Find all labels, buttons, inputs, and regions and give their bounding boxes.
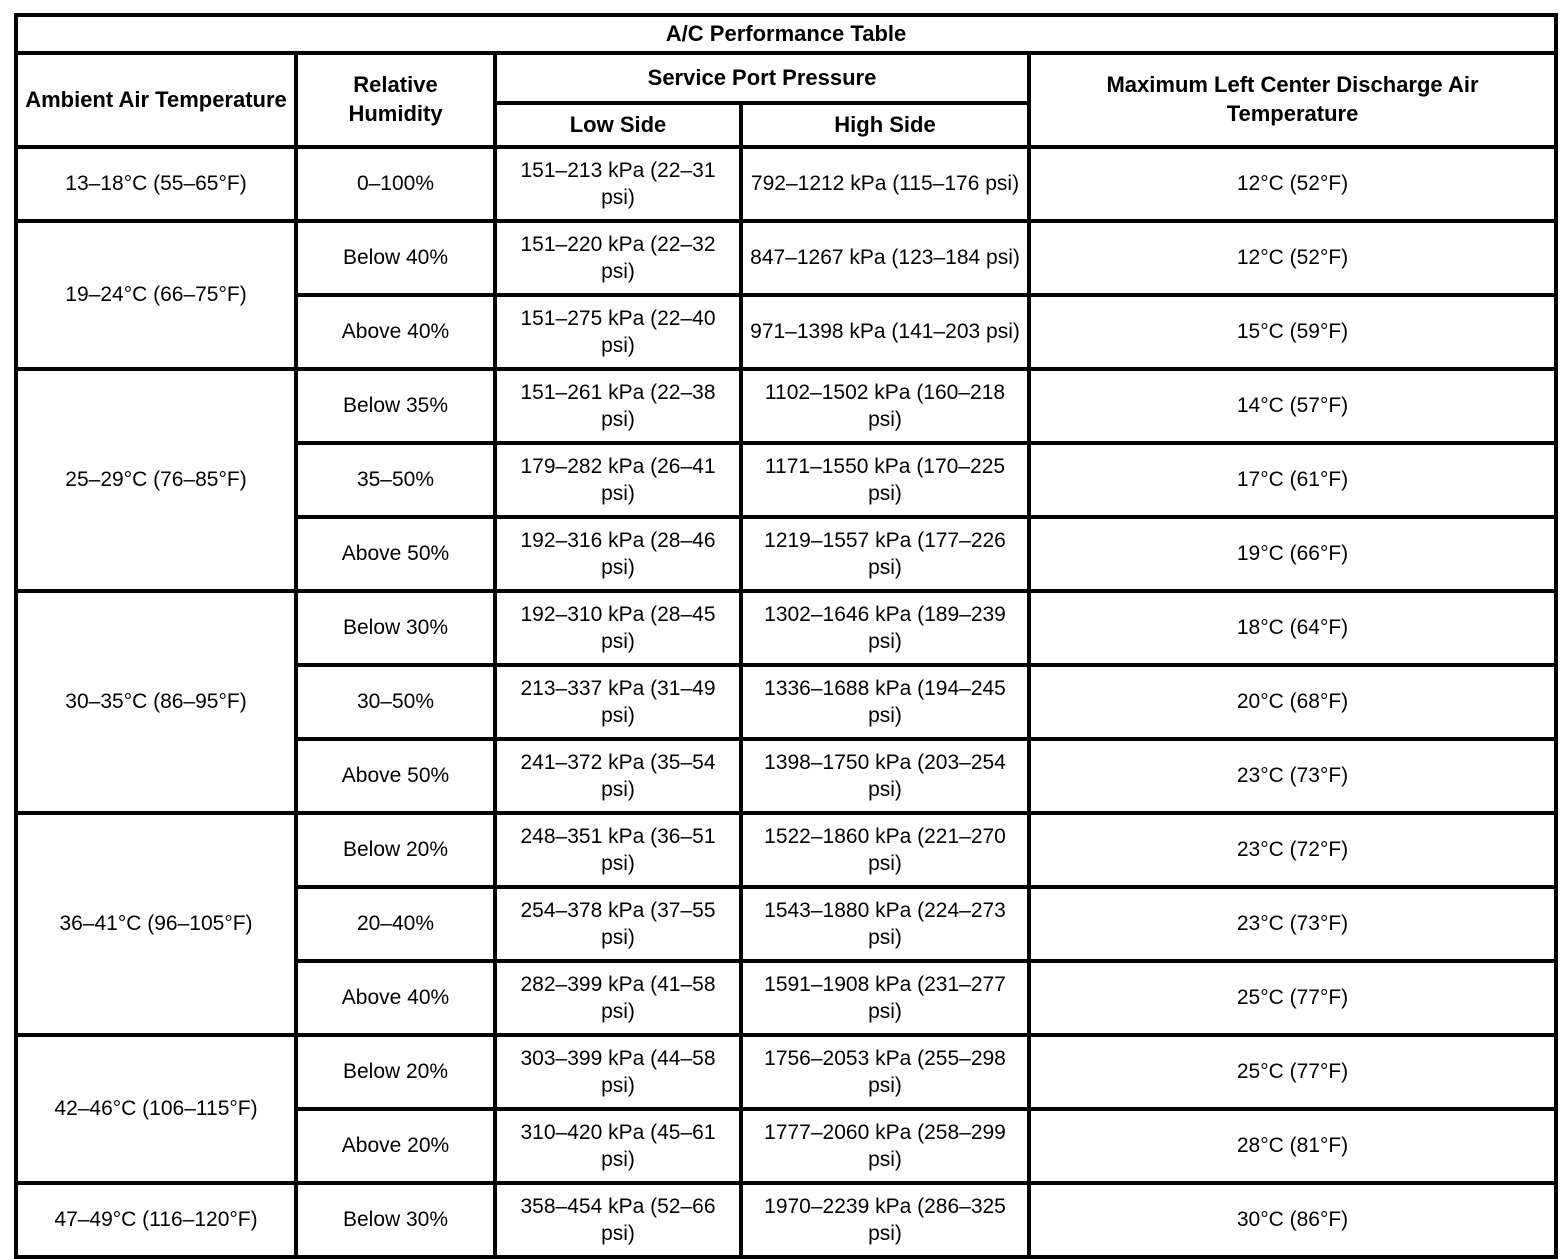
low-side-pressure-cell: 179–282 kPa (26–41 psi) <box>493 441 743 519</box>
low-side-pressure-cell: 192–316 kPa (28–46 psi) <box>493 515 743 593</box>
high-side-pressure-cell: 1970–2239 kPa (286–325 psi) <box>739 1181 1031 1259</box>
col-header-relative-humidity: Relative Humidity <box>294 51 497 149</box>
high-side-pressure-cell: 1336–1688 kPa (194–245 psi) <box>739 663 1031 741</box>
discharge-temp-cell: 18°C (64°F) <box>1026 589 1559 667</box>
table-row: 25–29°C (76–85°F) Below 35% 151–261 kPa (2… <box>14 367 1559 593</box>
discharge-temp-cell: 25°C (77°F) <box>1026 1033 1559 1111</box>
low-side-pressure-cell: 241–372 kPa (35–54 psi) <box>493 737 743 815</box>
ambient-temp-cell: 25–29°C (76–85°F) <box>14 367 298 593</box>
relative-humidity-cell: Below 30% <box>294 1181 497 1259</box>
col-header-max-discharge-air-temperature: Maximum Left Center Discharge Air Temper… <box>1026 51 1559 149</box>
table-body: 13–18°C (55–65°F) 0–100% 151–213 kPa (22–3… <box>14 145 1559 1259</box>
header-row-1: Ambient Air Temperature Relative Humidit… <box>14 51 1559 149</box>
table-row: 30–50% 213–337 kPa (31–49 psi) 1336–1688 k… <box>16 663 1559 741</box>
table-row: Above 40% 282–399 kPa (41–58 psi) 1591–190… <box>16 959 1559 1037</box>
discharge-temp-cell: 23°C (73°F) <box>1026 885 1559 963</box>
ambient-temp-cell: 19–24°C (66–75°F) <box>14 219 298 371</box>
title-row: A/C Performance Table <box>13 13 1559 55</box>
high-side-pressure-cell: 847–1267 kPa (123–184 psi) <box>739 219 1031 297</box>
high-side-pressure-cell: 1171–1550 kPa (170–225 psi) <box>739 441 1031 519</box>
table-row: Above 50% 241–372 kPa (35–54 psi) 1398–175… <box>16 737 1559 815</box>
document-page: A/C Performance Table Ambient Air Temper… <box>13 13 1559 1259</box>
table-row: 13–18°C (55–65°F) 0–100% 151–213 kPa (22–3… <box>14 145 1559 223</box>
low-side-pressure-cell: 151–275 kPa (22–40 psi) <box>493 293 743 371</box>
discharge-temp-cell: 12°C (52°F) <box>1026 145 1559 223</box>
relative-humidity-cell: Above 50% <box>294 515 497 593</box>
low-side-pressure-cell: 310–420 kPa (45–61 psi) <box>493 1107 743 1185</box>
relative-humidity-cell: Above 40% <box>294 959 497 1037</box>
table-row: 35–50% 179–282 kPa (26–41 psi) 1171–1550 k… <box>16 441 1559 519</box>
ambient-temp-cell: 47–49°C (116–120°F) <box>14 1181 298 1259</box>
relative-humidity-cell: Below 20% <box>294 1033 497 1111</box>
discharge-temp-cell: 12°C (52°F) <box>1026 219 1559 297</box>
relative-humidity-cell: Above 50% <box>294 737 497 815</box>
relative-humidity-cell: 0–100% <box>294 145 497 223</box>
low-side-pressure-cell: 303–399 kPa (44–58 psi) <box>493 1033 743 1111</box>
ambient-temp-cell: 36–41°C (96–105°F) <box>14 811 298 1037</box>
high-side-pressure-cell: 971–1398 kPa (141–203 psi) <box>739 293 1031 371</box>
relative-humidity-cell: Below 35% <box>294 367 497 445</box>
low-side-pressure-cell: 254–378 kPa (37–55 psi) <box>493 885 743 963</box>
low-side-pressure-cell: 192–310 kPa (28–45 psi) <box>493 589 743 667</box>
low-side-pressure-cell: 213–337 kPa (31–49 psi) <box>493 663 743 741</box>
table-row: 19–24°C (66–75°F) Below 40% 151–220 kPa (2… <box>14 219 1559 371</box>
table-row: 42–46°C (106–115°F) Below 20% 303–399 kPa … <box>14 1033 1559 1185</box>
high-side-pressure-cell: 1543–1880 kPa (224–273 psi) <box>739 885 1031 963</box>
relative-humidity-cell: Below 40% <box>294 219 497 297</box>
discharge-temp-cell: 15°C (59°F) <box>1026 293 1559 371</box>
high-side-pressure-cell: 1756–2053 kPa (255–298 psi) <box>739 1033 1031 1111</box>
high-side-pressure-cell: 1522–1860 kPa (221–270 psi) <box>739 811 1031 889</box>
col-header-low-side: Low Side <box>493 101 743 149</box>
relative-humidity-cell: 20–40% <box>294 885 497 963</box>
low-side-pressure-cell: 282–399 kPa (41–58 psi) <box>493 959 743 1037</box>
discharge-temp-cell: 28°C (81°F) <box>1026 1107 1559 1185</box>
relative-humidity-cell: 30–50% <box>294 663 497 741</box>
high-side-pressure-cell: 1302–1646 kPa (189–239 psi) <box>739 589 1031 667</box>
ambient-temp-cell: 42–46°C (106–115°F) <box>14 1033 298 1185</box>
discharge-temp-cell: 14°C (57°F) <box>1026 367 1559 445</box>
col-header-ambient-air-temperature: Ambient Air Temperature <box>14 51 298 149</box>
relative-humidity-cell: Below 20% <box>294 811 497 889</box>
table-row: Above 50% 192–316 kPa (28–46 psi) 1219–155… <box>16 515 1559 593</box>
relative-humidity-cell: Above 40% <box>294 293 497 371</box>
low-side-pressure-cell: 151–213 kPa (22–31 psi) <box>493 145 743 223</box>
table-row: 36–41°C (96–105°F) Below 20% 248–351 kPa (… <box>14 811 1559 1037</box>
relative-humidity-cell: Below 30% <box>294 589 497 667</box>
high-side-pressure-cell: 1102–1502 kPa (160–218 psi) <box>739 367 1031 445</box>
ac-performance-table: A/C Performance Table Ambient Air Temper… <box>13 13 1559 1259</box>
discharge-temp-cell: 23°C (72°F) <box>1026 811 1559 889</box>
low-side-pressure-cell: 248–351 kPa (36–51 psi) <box>493 811 743 889</box>
high-side-pressure-cell: 1219–1557 kPa (177–226 psi) <box>739 515 1031 593</box>
low-side-pressure-cell: 358–454 kPa (52–66 psi) <box>493 1181 743 1259</box>
discharge-temp-cell: 23°C (73°F) <box>1026 737 1559 815</box>
low-side-pressure-cell: 151–220 kPa (22–32 psi) <box>493 219 743 297</box>
table-row: Above 20% 310–420 kPa (45–61 psi) 1777–206… <box>16 1107 1559 1185</box>
header-row-2: Low Side High Side <box>16 101 1556 149</box>
high-side-pressure-cell: 1591–1908 kPa (231–277 psi) <box>739 959 1031 1037</box>
high-side-pressure-cell: 1777–2060 kPa (258–299 psi) <box>739 1107 1031 1185</box>
discharge-temp-cell: 30°C (86°F) <box>1026 1181 1559 1259</box>
discharge-temp-cell: 20°C (68°F) <box>1026 663 1559 741</box>
col-header-service-port-pressure: Service Port Pressure <box>493 51 1031 105</box>
relative-humidity-cell: 35–50% <box>294 441 497 519</box>
discharge-temp-cell: 17°C (61°F) <box>1026 441 1559 519</box>
discharge-temp-cell: 19°C (66°F) <box>1026 515 1559 593</box>
discharge-temp-cell: 25°C (77°F) <box>1026 959 1559 1037</box>
high-side-pressure-cell: 1398–1750 kPa (203–254 psi) <box>739 737 1031 815</box>
relative-humidity-cell: Above 20% <box>294 1107 497 1185</box>
table-row: 20–40% 254–378 kPa (37–55 psi) 1543–1880 k… <box>16 885 1559 963</box>
high-side-pressure-cell: 792–1212 kPa (115–176 psi) <box>739 145 1031 223</box>
col-header-high-side: High Side <box>739 101 1031 149</box>
low-side-pressure-cell: 151–261 kPa (22–38 psi) <box>493 367 743 445</box>
table-title: A/C Performance Table <box>13 13 1559 55</box>
ambient-temp-cell: 13–18°C (55–65°F) <box>14 145 298 223</box>
table-row: 30–35°C (86–95°F) Below 30% 192–310 kPa (2… <box>14 589 1559 815</box>
table-row: 47–49°C (116–120°F) Below 30% 358–454 kPa … <box>14 1181 1559 1259</box>
ambient-temp-cell: 30–35°C (86–95°F) <box>14 589 298 815</box>
table-row: Above 40% 151–275 kPa (22–40 psi) 971–1398… <box>16 293 1559 371</box>
